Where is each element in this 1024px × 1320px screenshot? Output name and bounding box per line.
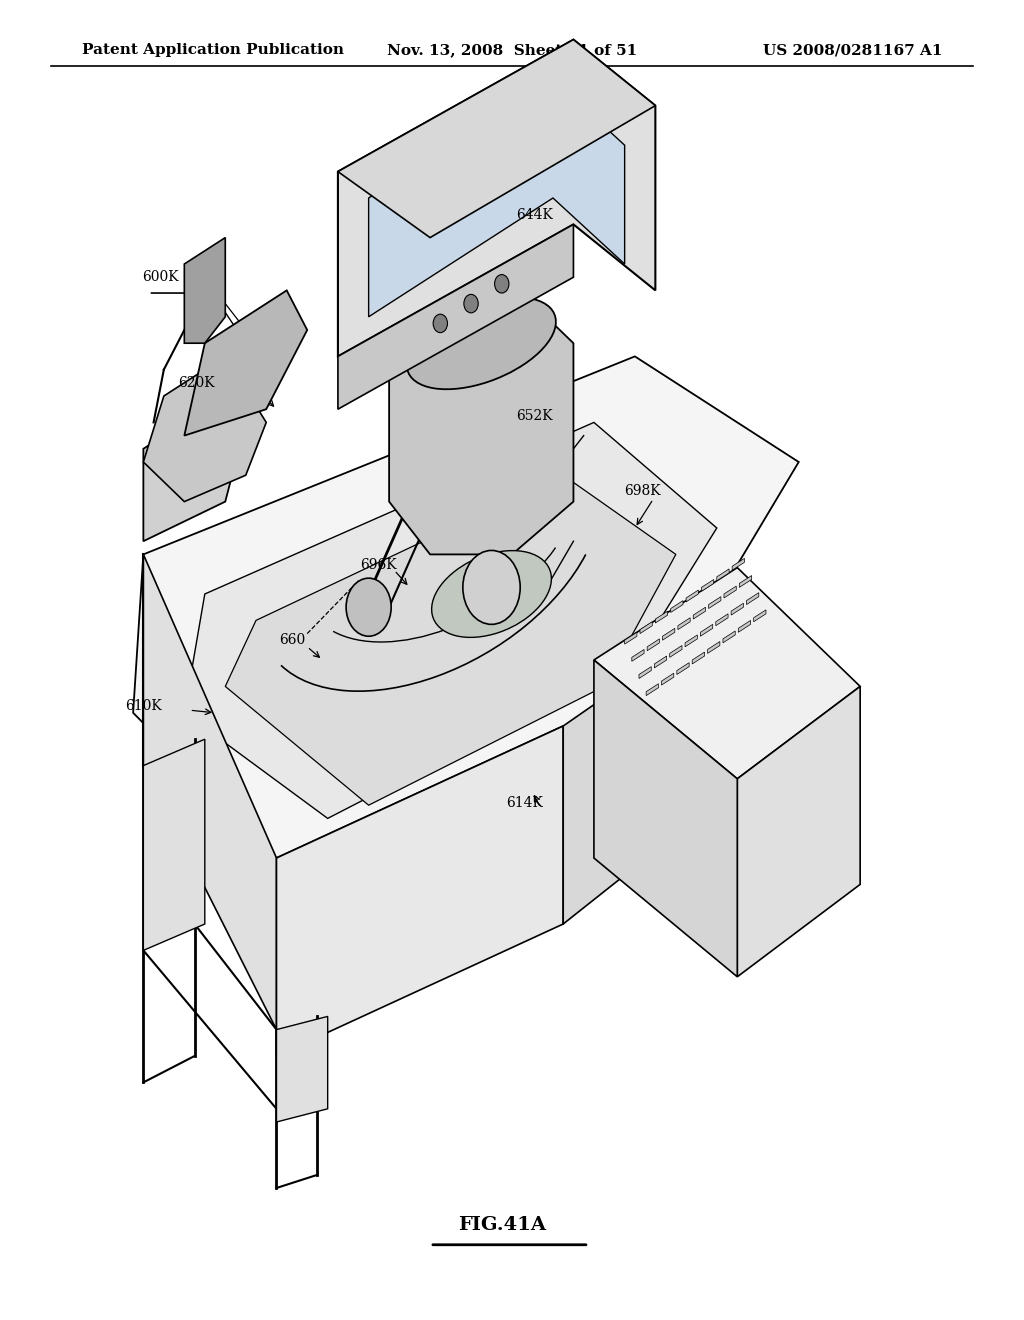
Polygon shape [389, 304, 573, 554]
Text: 600K: 600K [142, 271, 179, 284]
Polygon shape [662, 673, 674, 685]
Polygon shape [647, 639, 659, 651]
Polygon shape [663, 628, 675, 640]
Text: 644K: 644K [516, 209, 553, 222]
Polygon shape [677, 663, 689, 675]
Polygon shape [700, 624, 713, 636]
Polygon shape [754, 610, 766, 622]
Polygon shape [693, 607, 706, 619]
Circle shape [495, 275, 509, 293]
Text: 696K: 696K [359, 558, 396, 572]
Circle shape [433, 314, 447, 333]
Polygon shape [338, 224, 573, 409]
Polygon shape [225, 475, 676, 805]
Polygon shape [732, 558, 744, 570]
Polygon shape [369, 79, 625, 317]
Polygon shape [184, 290, 307, 436]
Polygon shape [625, 632, 637, 644]
Polygon shape [686, 590, 698, 602]
Circle shape [346, 578, 391, 636]
Polygon shape [563, 634, 696, 924]
Polygon shape [746, 593, 759, 605]
Polygon shape [671, 601, 683, 612]
Polygon shape [594, 568, 860, 779]
Text: 660: 660 [279, 634, 305, 647]
Polygon shape [184, 238, 225, 343]
Polygon shape [632, 649, 644, 661]
Polygon shape [338, 40, 655, 238]
Polygon shape [639, 667, 651, 678]
Polygon shape [133, 356, 799, 858]
Circle shape [464, 294, 478, 313]
Polygon shape [701, 579, 714, 591]
Polygon shape [143, 554, 276, 1030]
Polygon shape [731, 603, 743, 615]
Text: FIG.41A: FIG.41A [458, 1216, 546, 1234]
Polygon shape [184, 422, 717, 818]
Polygon shape [646, 684, 658, 696]
Text: 620K: 620K [178, 376, 215, 389]
Polygon shape [143, 356, 266, 502]
Ellipse shape [407, 297, 556, 389]
Polygon shape [430, 185, 532, 343]
Polygon shape [692, 652, 705, 664]
Ellipse shape [432, 550, 551, 638]
Polygon shape [143, 396, 246, 541]
Polygon shape [670, 645, 682, 657]
Polygon shape [724, 586, 736, 598]
Polygon shape [739, 576, 752, 587]
Polygon shape [723, 631, 735, 643]
Text: 614K: 614K [506, 796, 543, 809]
Polygon shape [276, 1016, 328, 1122]
Text: Nov. 13, 2008  Sheet 41 of 51: Nov. 13, 2008 Sheet 41 of 51 [387, 44, 637, 57]
Polygon shape [678, 618, 690, 630]
Text: 698K: 698K [624, 484, 660, 498]
Text: Patent Application Publication: Patent Application Publication [82, 44, 344, 57]
Circle shape [463, 550, 520, 624]
Polygon shape [685, 635, 697, 647]
Polygon shape [655, 611, 668, 623]
Polygon shape [738, 620, 751, 632]
Polygon shape [276, 726, 563, 1056]
Text: US 2008/0281167 A1: US 2008/0281167 A1 [763, 44, 942, 57]
Text: 610K: 610K [125, 700, 162, 713]
Polygon shape [717, 569, 729, 581]
Polygon shape [640, 622, 652, 634]
Polygon shape [737, 686, 860, 977]
Polygon shape [594, 660, 737, 977]
Polygon shape [654, 656, 667, 668]
Polygon shape [716, 614, 728, 626]
Text: 652K: 652K [516, 409, 553, 422]
Polygon shape [708, 642, 720, 653]
Polygon shape [709, 597, 721, 609]
Polygon shape [338, 40, 655, 356]
Polygon shape [143, 739, 205, 950]
